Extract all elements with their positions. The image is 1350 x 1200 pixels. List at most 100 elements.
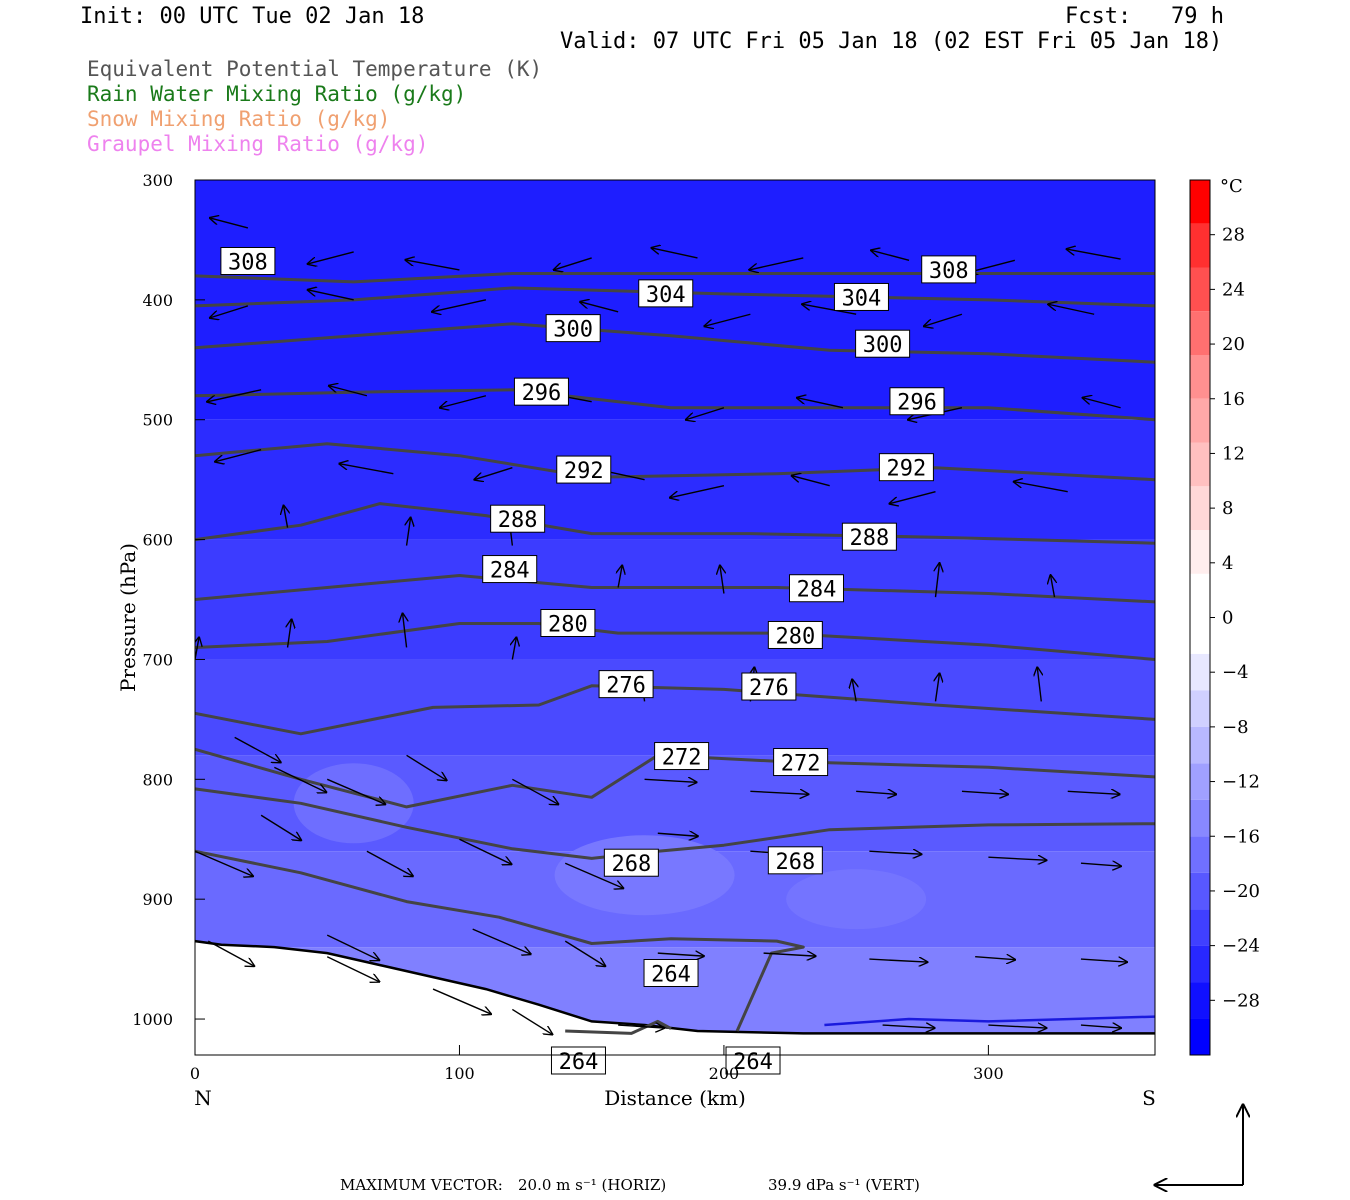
wind-vector xyxy=(564,862,623,888)
wind-vector xyxy=(215,449,262,462)
contour-label-box xyxy=(788,574,844,603)
contour-label: 268 xyxy=(767,846,823,875)
contour-label-text: 304 xyxy=(646,283,686,308)
max-vector-vert: 39.9 dPa s⁻¹ (VERT) xyxy=(768,1176,920,1194)
contour-label: 276 xyxy=(741,672,797,701)
wind-vector xyxy=(403,613,407,648)
valid-time: Valid: 07 UTC Fri 05 Jan 18 (02 EST Fri … xyxy=(560,29,1223,54)
contour-label-text: 284 xyxy=(797,578,837,603)
colorbar-segment xyxy=(1190,982,1210,1019)
wind-vector xyxy=(288,619,292,648)
wind-vector xyxy=(564,940,605,966)
y-axis-label: Pressure (hPa) xyxy=(116,543,140,692)
wind-vector xyxy=(889,490,936,504)
contour-label: 288 xyxy=(841,522,897,551)
contour-label-box xyxy=(741,672,797,701)
x-tick-label: 100 xyxy=(444,1064,475,1083)
wind-vector xyxy=(195,637,199,660)
wind-vector xyxy=(924,313,963,326)
rain-water-contour xyxy=(824,1015,1156,1027)
contour-label-text: 292 xyxy=(887,457,927,482)
theta-e-contour xyxy=(195,747,1155,809)
contour-label-box xyxy=(545,314,601,343)
wind-vector xyxy=(1048,304,1095,315)
colorbar-segment xyxy=(1190,617,1210,654)
wind-vector xyxy=(329,386,368,397)
contour-label: 308 xyxy=(220,247,276,276)
contour-label: 296 xyxy=(513,377,569,406)
contour-label-text: 280 xyxy=(775,624,815,649)
contour-label-text: 264 xyxy=(651,962,691,987)
wind-vector xyxy=(274,766,326,792)
wind-vector xyxy=(686,407,725,420)
y-tick-label: 1000 xyxy=(132,1010,173,1029)
contour-label-text: 276 xyxy=(606,674,646,699)
wind-vector xyxy=(207,389,262,402)
colorbar-tick-label: −16 xyxy=(1222,826,1260,847)
colorbar-segment xyxy=(1190,872,1210,910)
colorbar-tick-label: −4 xyxy=(1222,662,1249,683)
contour-label: 268 xyxy=(603,848,659,877)
max-vector-horiz: 20.0 m s⁻¹ (HORIZ) xyxy=(518,1176,667,1194)
contour-label-text: 308 xyxy=(929,259,969,284)
contour-label-box xyxy=(654,742,710,771)
wind-vector xyxy=(207,940,254,966)
wind-vector xyxy=(326,956,379,982)
y-tick-label: 900 xyxy=(142,890,173,909)
colorbar-tick-label: 20 xyxy=(1222,334,1245,355)
colorbar-segment xyxy=(1190,726,1210,764)
plot-area xyxy=(195,180,1155,1055)
wind-vector xyxy=(657,953,704,956)
wind-vector xyxy=(969,259,1016,272)
wind-vector xyxy=(339,464,394,475)
y-tick-label: 800 xyxy=(142,770,173,789)
contour-label-text: 276 xyxy=(749,676,789,701)
contour-label: 272 xyxy=(654,742,710,771)
wind-vector xyxy=(975,957,1015,960)
wind-vector xyxy=(1067,249,1121,260)
contour-label-box xyxy=(921,255,977,284)
wind-vector xyxy=(749,257,804,270)
south-label: S xyxy=(1142,1086,1156,1110)
temp-shading-patch xyxy=(786,869,927,930)
x-tick-label: 200 xyxy=(709,1064,740,1083)
contour-label-box xyxy=(855,329,911,358)
wind-vector xyxy=(763,953,816,956)
colorbar-segment xyxy=(1190,267,1210,312)
wind-vector xyxy=(326,934,379,960)
colorbar-tick-label: −20 xyxy=(1222,881,1260,902)
contour-label: 300 xyxy=(855,329,911,358)
theta-e-contour xyxy=(195,322,1155,364)
contour-label-box xyxy=(643,958,699,987)
colorbar-tick-label: 28 xyxy=(1222,225,1245,246)
y-tick-label: 500 xyxy=(142,411,173,430)
legend-graupel: Graupel Mixing Ratio (g/kg) xyxy=(87,132,429,156)
wind-vector xyxy=(961,791,1008,794)
colorbar-tick-label: −28 xyxy=(1222,990,1260,1011)
contour-label-box xyxy=(841,522,897,551)
contour-label-text: 288 xyxy=(498,508,538,533)
colorbar-tick-label: −24 xyxy=(1222,936,1260,957)
wind-vector xyxy=(260,814,301,840)
wind-vector xyxy=(308,290,354,301)
wind-vector xyxy=(366,850,413,876)
wind-vector xyxy=(407,518,411,546)
theta-e-contour xyxy=(195,684,1155,736)
contour-label-text: 292 xyxy=(564,459,604,484)
contour-label-box xyxy=(603,848,659,877)
wind-vector xyxy=(988,1025,1046,1028)
contour-label-box xyxy=(598,670,654,699)
wind-vector xyxy=(511,1008,552,1034)
colorbar-tick-label: 16 xyxy=(1222,389,1245,410)
contour-label-box xyxy=(556,455,612,484)
wind-vector xyxy=(882,1025,935,1028)
contour-label-text: 308 xyxy=(228,251,268,276)
wind-vector xyxy=(195,850,253,876)
wind-vector xyxy=(432,988,491,1014)
contour-label-box xyxy=(767,620,823,649)
contour-label: 280 xyxy=(767,620,823,649)
x-axis-label: Distance (km) xyxy=(604,1086,746,1110)
wind-vector xyxy=(797,398,844,409)
temp-shading-band xyxy=(195,419,1155,540)
colorbar-segment xyxy=(1190,530,1210,574)
